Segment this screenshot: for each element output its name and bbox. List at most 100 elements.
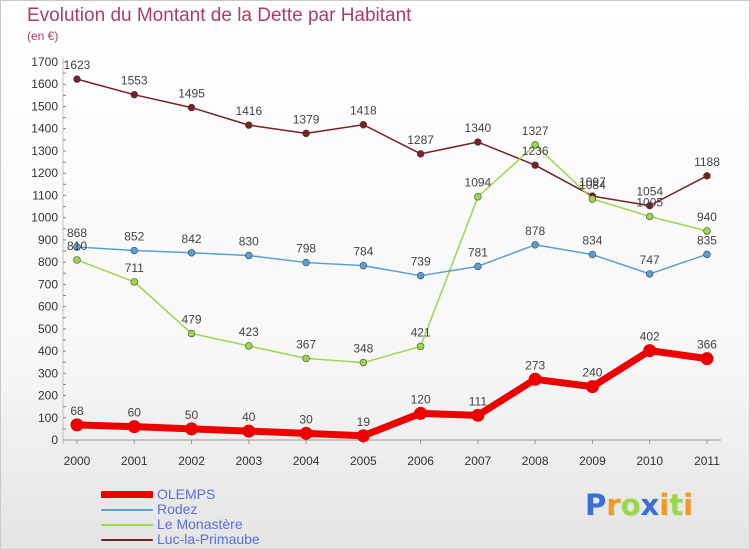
logo-letter: o: [620, 488, 641, 522]
data-label-olemps: 273: [525, 358, 545, 372]
data-label-olemps: 50: [185, 408, 199, 422]
data-point-le-monast-re: [245, 342, 253, 350]
data-label-rodez: 842: [182, 232, 202, 246]
legend-label: OLEMPS: [157, 486, 216, 502]
y-tick-label: 900: [38, 233, 58, 247]
data-point-rodez: [416, 271, 425, 280]
legend-item-luc-la-primaube: Luc-la-Primaube: [101, 532, 260, 547]
data-point-olemps: [528, 372, 542, 386]
data-label-rodez: 852: [124, 230, 144, 244]
data-point-olemps: [356, 429, 370, 443]
data-label-rodez: 830: [239, 234, 259, 248]
data-label-luc-la-primaube: 1287: [407, 133, 434, 147]
data-label-olemps: 68: [70, 404, 84, 418]
y-tick-label: 0: [51, 433, 58, 447]
data-point-le-monast-re: [359, 358, 368, 367]
data-label-rodez: 834: [582, 234, 602, 248]
y-tick-label: 300: [38, 366, 58, 380]
data-label-rodez: 878: [525, 224, 545, 238]
data-point-rodez: [130, 246, 138, 255]
y-tick-label: 800: [38, 255, 58, 269]
data-point-le-monast-re: [302, 354, 310, 363]
data-point-luc-la-primaube: [245, 121, 253, 129]
data-point-luc-la-primaube: [359, 121, 368, 129]
y-tick-label: 1500: [31, 99, 58, 113]
legend-swatch: [101, 508, 153, 511]
data-point-rodez: [703, 250, 711, 259]
legend-item-le-monast-re: Le Monastère: [101, 517, 260, 532]
data-point-luc-la-primaube: [302, 129, 310, 138]
data-label-luc-la-primaube: 1623: [64, 58, 91, 72]
legend-swatch: [101, 491, 153, 498]
x-tick-label: 2010: [636, 454, 663, 468]
y-tick-label: 1000: [31, 211, 58, 225]
data-point-le-monast-re: [531, 141, 539, 149]
x-tick-label: 2008: [522, 454, 549, 468]
data-point-rodez: [245, 251, 253, 260]
data-label-luc-la-primaube: 1097: [579, 175, 606, 189]
data-label-olemps: 120: [411, 392, 431, 406]
data-label-le-monast-re: 367: [296, 337, 316, 351]
x-tick-label: 2001: [121, 454, 148, 468]
data-label-rodez: 739: [411, 255, 431, 269]
data-point-le-monast-re: [187, 329, 196, 338]
data-point-rodez: [645, 270, 654, 278]
data-label-olemps: 19: [357, 415, 371, 429]
logo-letter: t: [669, 488, 684, 522]
logo-letter: i: [659, 488, 670, 522]
data-point-rodez: [588, 250, 597, 259]
data-label-olemps: 240: [582, 366, 602, 380]
legend-label: Luc-la-Primaube: [157, 531, 260, 547]
legend-item-rodez: Rodez: [101, 502, 260, 517]
logo-letter: x: [640, 488, 660, 522]
y-tick-label: 1700: [31, 55, 58, 69]
data-point-luc-la-primaube: [416, 150, 425, 158]
data-point-olemps: [414, 406, 428, 420]
data-point-le-monast-re: [73, 256, 81, 264]
data-point-le-monast-re: [703, 227, 711, 235]
data-label-le-monast-re: 1094: [465, 176, 492, 190]
data-point-rodez: [73, 243, 81, 251]
data-point-rodez: [474, 262, 482, 271]
data-point-olemps: [242, 424, 256, 438]
data-label-olemps: 30: [299, 412, 313, 426]
y-tick-label: 400: [38, 344, 58, 358]
data-point-olemps: [185, 422, 199, 436]
data-label-luc-la-primaube: 1236: [522, 144, 549, 158]
data-point-le-monast-re: [130, 278, 138, 286]
data-label-le-monast-re: 348: [353, 342, 373, 356]
data-label-rodez: 835: [697, 233, 717, 247]
data-label-le-monast-re: 421: [411, 325, 431, 339]
y-tick-label: 200: [38, 389, 58, 403]
series-line-olemps: [73, 347, 711, 440]
data-label-le-monast-re: 423: [239, 325, 259, 339]
logo-letter: P: [585, 488, 607, 522]
data-label-luc-la-primaube: 1379: [293, 112, 320, 126]
data-label-rodez: 784: [353, 245, 373, 259]
y-tick-label: 1600: [31, 77, 58, 91]
data-point-le-monast-re: [645, 212, 654, 221]
chart-title: Evolution du Montant de la Dette par Hab…: [27, 5, 412, 26]
data-label-luc-la-primaube: 1418: [350, 104, 377, 118]
data-label-olemps: 111: [469, 394, 488, 408]
x-tick-label: 2000: [64, 454, 91, 468]
proxiti-logo: Proxiti: [585, 488, 693, 522]
series-line-rodez: [76, 244, 708, 277]
data-label-le-monast-re: 1327: [522, 124, 549, 138]
data-point-luc-la-primaube: [187, 103, 196, 112]
y-tick-label: 1300: [31, 144, 58, 158]
x-tick-label: 2004: [293, 454, 320, 468]
logo-letter: r: [606, 488, 621, 522]
data-point-olemps: [70, 418, 84, 432]
data-point-rodez: [302, 258, 310, 267]
data-label-rodez: 868: [67, 226, 87, 240]
data-label-luc-la-primaube: 1340: [465, 121, 492, 135]
data-label-rodez: 781: [468, 245, 488, 259]
y-tick-label: 1400: [31, 122, 58, 136]
data-point-rodez: [531, 241, 539, 249]
y-tick-label: 700: [38, 277, 58, 291]
data-label-le-monast-re: 810: [67, 239, 87, 253]
x-tick-label: 2003: [235, 454, 262, 468]
